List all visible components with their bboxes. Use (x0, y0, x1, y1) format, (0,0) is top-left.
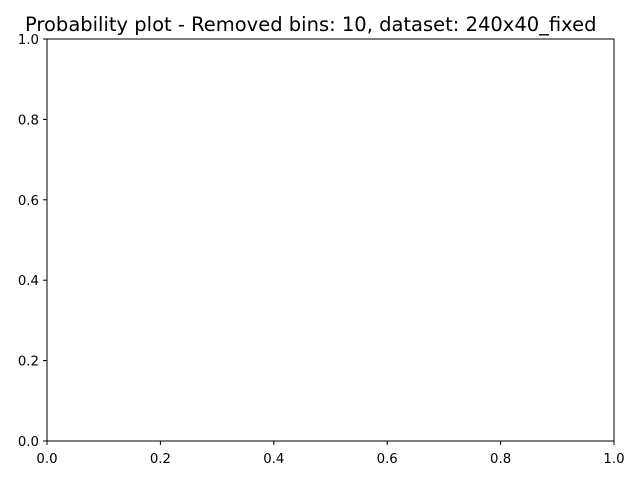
x-tick-label: 0.0 (36, 452, 57, 467)
x-tick-label: 1.0 (603, 452, 624, 467)
x-axis-ticks: 0.0 0.2 0.4 0.6 0.8 1.0 (36, 441, 625, 467)
y-tick-label: 0.2 (18, 355, 39, 370)
x-tick-label: 0.4 (263, 452, 284, 467)
chart-title: Probability plot - Removed bins: 10, dat… (25, 13, 597, 36)
x-tick-label: 0.6 (377, 452, 398, 467)
plot-area (46, 38, 615, 442)
x-tick-label: 0.8 (490, 452, 511, 467)
y-tick-label: 0.8 (18, 113, 39, 128)
y-tick-label: 0.4 (18, 274, 39, 289)
x-tick-label: 0.2 (150, 452, 171, 467)
y-tick-label: 0.0 (18, 435, 39, 450)
y-axis-ticks: 0.0 0.2 0.4 0.6 0.8 1.0 (18, 33, 47, 450)
y-tick-label: 1.0 (18, 33, 39, 48)
y-tick-label: 0.6 (18, 194, 39, 209)
